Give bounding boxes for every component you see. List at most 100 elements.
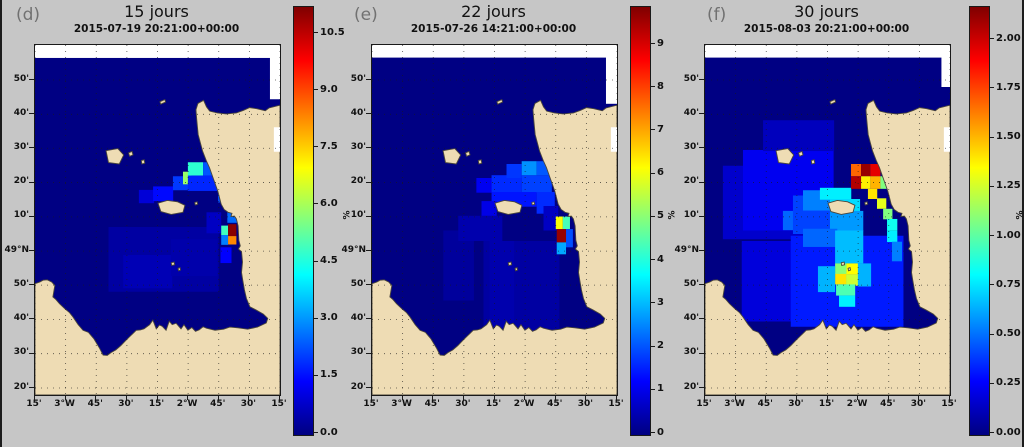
- panel-letter-d: (d): [16, 5, 41, 25]
- colorbar-tick-label: 0.25: [996, 377, 1021, 389]
- island: [497, 100, 503, 105]
- colorbar-tick-mark: [314, 146, 318, 148]
- y-tick-label: 40': [683, 312, 699, 323]
- colorbar-tick-label: 2: [657, 340, 664, 352]
- y-tick-mark: [699, 250, 704, 252]
- colorbar-tick-mark: [314, 317, 318, 319]
- y-tick-mark: [699, 215, 704, 217]
- colorbar-tick-label: 3.0: [320, 312, 338, 324]
- nodata-region: [610, 127, 617, 152]
- heat-cell: [861, 164, 871, 177]
- nodata-region: [273, 127, 280, 152]
- colorbar-tick-mark: [990, 185, 994, 187]
- x-tick-label: 30': [577, 399, 594, 409]
- x-tick-mark: [765, 395, 767, 400]
- heat-cell: [220, 247, 232, 264]
- heat-cell: [836, 284, 856, 296]
- heat-cell: [221, 225, 229, 236]
- x-tick-label: 45': [87, 399, 103, 409]
- colorbar-tick-label: 0.00: [996, 426, 1021, 438]
- heat-cell: [829, 210, 864, 232]
- heat-cell: [228, 236, 237, 245]
- x-tick-label: 15': [26, 399, 42, 409]
- y-tick-label: 40': [350, 107, 366, 118]
- panel-letter-f: (f): [707, 5, 727, 25]
- panel-f: (f) 30 jours 2015-08-03 20:21:00+00:00 5…: [672, 0, 1024, 447]
- colorbar-tick-label: 9.0: [320, 83, 338, 95]
- y-tick-mark: [29, 352, 34, 354]
- island: [106, 149, 124, 164]
- x-tick-mark: [279, 395, 280, 400]
- heat-cell: [867, 188, 878, 199]
- heat-cell: [555, 216, 563, 230]
- y-tick-label: 20': [350, 176, 366, 187]
- colorbar-tick-label: 1.00: [996, 229, 1021, 241]
- heat-cell: [138, 189, 155, 204]
- y-tick-label: 50': [350, 278, 366, 289]
- heat-cell: [851, 164, 862, 177]
- map-svg: [705, 45, 950, 395]
- x-tick-mark: [34, 395, 35, 400]
- colorbar-tick-mark: [651, 215, 655, 217]
- panel-timestamp-d: 2015-07-19 20:21:00+00:00: [73, 23, 240, 35]
- x-tick-label: 15': [148, 399, 165, 409]
- y-tick-mark: [366, 215, 371, 217]
- x-tick-mark: [156, 395, 158, 400]
- colorbar-tick-mark: [314, 260, 318, 262]
- x-tick-label: 15': [485, 399, 502, 409]
- colorbar-tick-label: 1: [657, 383, 664, 395]
- y-tick-mark: [29, 284, 34, 286]
- heat-cell: [857, 263, 872, 287]
- panel-e: (e) 22 jours 2015-07-26 14:21:00+00:00 5…: [339, 0, 677, 447]
- y-tick-mark: [29, 215, 34, 217]
- x-tick-label: 30': [910, 399, 927, 409]
- island: [195, 202, 198, 205]
- island: [532, 202, 535, 205]
- y-tick-mark: [29, 181, 34, 183]
- x-tick-label: 45': [424, 399, 440, 409]
- map-svg: [35, 45, 280, 395]
- y-tick-mark: [699, 79, 704, 80]
- colorbar-d: [293, 6, 314, 436]
- y-tick-mark: [366, 147, 371, 149]
- colorbar-tick-mark: [990, 382, 994, 384]
- x-tick-label: 15': [271, 399, 287, 409]
- map-plot-f: [704, 44, 951, 396]
- y-tick-mark: [699, 387, 704, 388]
- heat-cell: [458, 215, 503, 241]
- colorbar-tick-mark: [314, 89, 318, 91]
- colorbar-tick-label: 0: [657, 426, 664, 438]
- island: [799, 151, 803, 156]
- x-tick-mark: [826, 395, 828, 400]
- y-tick-label: 50': [683, 278, 699, 289]
- colorbar-tick-mark: [651, 345, 655, 347]
- heat-cell: [481, 201, 497, 216]
- colorbar-tick-label: 6.0: [320, 197, 338, 209]
- y-tick-mark: [699, 113, 704, 115]
- x-tick-mark: [554, 395, 556, 400]
- heat-cell: [870, 164, 881, 177]
- mainland-coast: [35, 100, 280, 395]
- y-tick-mark: [366, 284, 371, 286]
- y-tick-label: 10': [350, 210, 366, 221]
- y-tick-mark: [366, 181, 371, 183]
- heat-cell: [883, 208, 893, 220]
- y-tick-mark: [699, 147, 704, 149]
- heat-cell: [835, 263, 847, 274]
- island: [841, 262, 844, 266]
- heat-cell: [835, 230, 864, 264]
- colorbar-tick-mark: [651, 43, 655, 44]
- heat-cell: [187, 175, 221, 191]
- heat-cell: [562, 216, 570, 230]
- map-plot-d: [34, 44, 281, 396]
- y-tick-label: 20': [683, 176, 699, 187]
- y-tick-mark: [29, 113, 34, 115]
- colorbar-tick-mark: [314, 374, 318, 376]
- x-tick-mark: [949, 395, 950, 400]
- heat-cell: [489, 241, 515, 332]
- x-tick-mark: [432, 395, 434, 400]
- y-tick-label: 49°N: [4, 244, 29, 255]
- colorbar-tick-mark: [314, 432, 318, 433]
- y-tick-mark: [366, 113, 371, 115]
